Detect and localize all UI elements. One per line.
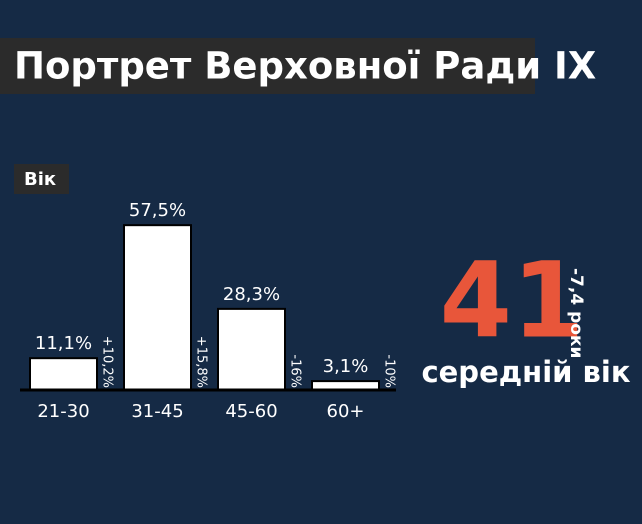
subtitle-box [14, 164, 69, 194]
value-label: 28,3% [223, 284, 280, 305]
value-label: 3,1% [323, 356, 369, 377]
subtitle: Вік [24, 169, 56, 190]
chart-title: Портрет Верховної Ради IX [14, 45, 596, 88]
change-label: +10,2% [100, 336, 115, 388]
average-age: 41 [440, 239, 585, 361]
x-tick-label: 31-45 [131, 401, 183, 422]
x-tick-label: 60+ [327, 401, 365, 422]
bar [123, 224, 192, 391]
change-label: -16% [288, 354, 303, 388]
average-change: -7,4 роки [566, 268, 586, 358]
change-label: -10% [382, 354, 397, 388]
average-label: середній вік [421, 355, 630, 389]
value-label: 11,1% [35, 333, 92, 354]
value-label: 57,5% [129, 200, 186, 221]
x-tick-label: 21-30 [37, 401, 89, 422]
change-label: +15,8% [194, 336, 209, 388]
bar [217, 307, 286, 391]
x-tick-label: 45-60 [225, 401, 277, 422]
bar [29, 357, 98, 391]
title-band [0, 38, 535, 94]
